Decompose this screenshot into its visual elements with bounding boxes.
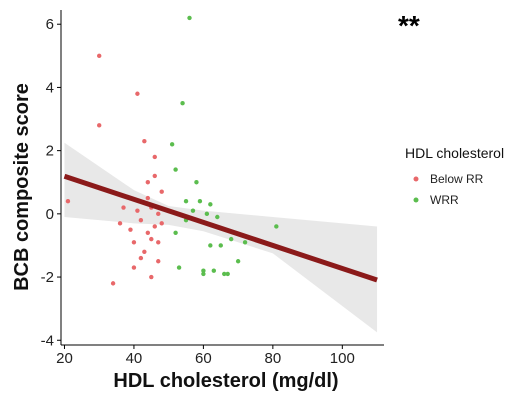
data-point-below-rr <box>156 211 161 217</box>
x-axis-title: HDL cholesterol (mg/dl) <box>113 370 338 392</box>
x-tick-label: 100 <box>330 350 355 367</box>
data-point-below-rr <box>97 123 102 128</box>
data-point-below-rr <box>65 199 71 204</box>
data-point-below-rr <box>131 265 137 270</box>
data-point-below-rr <box>142 138 147 144</box>
x-tick-label: 80 <box>265 350 282 367</box>
y-axis-title: BCB composite score <box>11 83 33 291</box>
x-tick-label: 20 <box>56 350 73 367</box>
data-point-below-rr <box>152 154 157 160</box>
data-point-below-rr <box>110 281 116 286</box>
significance-annotation: ** <box>398 10 420 41</box>
legend-label: WRR <box>430 193 459 207</box>
data-point-wrr <box>225 271 230 277</box>
data-point-below-rr <box>142 249 147 254</box>
y-tick-label: 6 <box>46 16 54 33</box>
data-point-below-rr <box>159 221 164 226</box>
data-point-wrr <box>228 236 234 242</box>
regression-line-layer <box>63 173 378 283</box>
data-point-wrr <box>169 142 175 147</box>
data-point-below-rr <box>135 91 140 96</box>
data-point-below-rr <box>145 195 151 201</box>
data-point-wrr <box>197 199 203 204</box>
x-tick-label: 60 <box>195 350 212 367</box>
data-point-below-rr <box>121 205 126 210</box>
legend-items: Below RR WRR <box>413 172 484 207</box>
legend-marker <box>413 176 419 182</box>
data-point-wrr <box>208 202 213 207</box>
data-point-below-rr <box>138 255 144 261</box>
data-point-wrr <box>173 230 178 236</box>
data-point-below-rr <box>138 217 144 223</box>
data-point-below-rr <box>149 236 154 242</box>
data-point-wrr <box>208 243 213 248</box>
data-point-wrr <box>274 224 279 229</box>
y-tick-label: -4 <box>41 332 54 349</box>
legend-label: Below RR <box>430 172 484 186</box>
scatter-points-layer <box>65 15 279 286</box>
data-point-wrr <box>211 268 217 273</box>
y-tick-label: 2 <box>46 143 54 160</box>
axes-layer: 20 40 60 80 100 -4 -2 0 2 4 6 <box>41 10 384 367</box>
regression-line <box>63 173 378 283</box>
data-point-wrr <box>222 271 227 277</box>
x-tick-label: 40 <box>126 350 143 367</box>
legend-marker <box>413 197 419 203</box>
data-point-wrr <box>173 167 178 172</box>
data-point-below-rr <box>149 274 154 280</box>
data-point-below-rr <box>97 53 102 59</box>
data-point-below-rr <box>145 180 151 185</box>
y-tick-label: 4 <box>46 79 54 96</box>
y-tick-label: 0 <box>46 206 54 223</box>
legend: HDL cholesterol Below RR WRR <box>405 145 504 207</box>
data-point-below-rr <box>156 259 161 264</box>
data-point-below-rr <box>117 221 123 226</box>
legend-title: HDL cholesterol <box>405 145 504 161</box>
data-point-wrr <box>218 243 223 248</box>
data-point-wrr <box>215 214 220 220</box>
data-point-wrr <box>180 101 185 106</box>
data-point-wrr <box>190 208 196 213</box>
data-point-below-rr <box>128 227 133 232</box>
data-point-below-rr <box>152 224 157 229</box>
data-point-below-rr <box>152 173 157 179</box>
data-point-wrr <box>183 199 189 204</box>
data-point-wrr <box>201 268 206 273</box>
data-point-below-rr <box>131 240 137 245</box>
data-point-below-rr <box>135 208 140 213</box>
data-point-below-rr <box>145 230 151 236</box>
data-point-wrr <box>194 180 199 185</box>
y-tick-label: -2 <box>41 269 54 286</box>
data-point-wrr <box>176 265 182 270</box>
data-point-wrr <box>201 271 206 277</box>
data-point-below-rr <box>159 189 164 194</box>
data-point-wrr <box>235 259 241 264</box>
confidence-band-layer <box>64 142 378 333</box>
data-point-wrr <box>242 240 248 245</box>
data-point-wrr <box>204 211 210 217</box>
data-point-wrr <box>187 15 192 21</box>
confidence-band <box>64 142 378 333</box>
data-point-below-rr <box>156 240 161 245</box>
